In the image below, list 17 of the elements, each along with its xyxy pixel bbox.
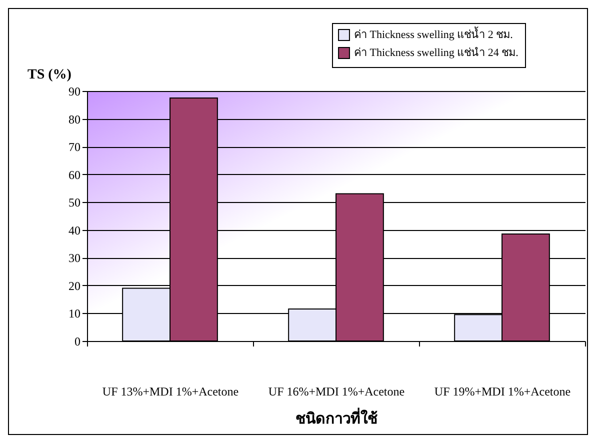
legend-label: ค่า Thickness swelling แช่น้ำ 2 ชม. xyxy=(354,26,514,41)
y-tick-label: 20 xyxy=(68,278,80,293)
y-tick-label: 90 xyxy=(68,84,80,98)
y-tick-label: 80 xyxy=(68,112,80,126)
y-tick-label: 10 xyxy=(68,306,80,321)
x-tick-label: UF 19%+MDI 1%+Acetone xyxy=(434,384,571,398)
y-axis-title: TS (%) xyxy=(28,68,72,82)
y-tick-label: 50 xyxy=(68,196,80,210)
y-tick-label: 0 xyxy=(74,334,80,348)
x-axis-title: ชนิดกาวที่ใช้ xyxy=(296,408,378,428)
y-tick-label: 30 xyxy=(68,251,80,266)
legend-label: ค่า Thickness swelling แช่นำ 24 ชม. xyxy=(354,47,519,59)
y-tick-label: 40 xyxy=(68,223,80,238)
x-tick-label: UF 13%+MDI 1%+Acetone xyxy=(102,384,239,398)
y-tick-label: 60 xyxy=(68,168,80,182)
x-tick-label: UF 16%+MDI 1%+Acetone xyxy=(268,384,405,398)
y-tick-label: 70 xyxy=(68,140,80,154)
